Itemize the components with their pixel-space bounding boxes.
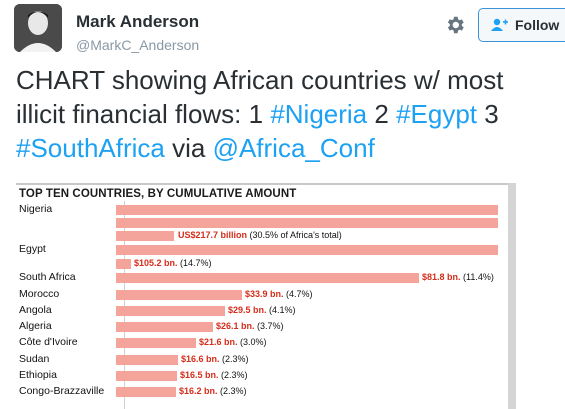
bar [116, 338, 196, 348]
hashtag-southafrica[interactable]: #SouthAfrica [16, 133, 165, 163]
data-label: $81.8 bn. (11.4%) [422, 272, 494, 283]
data-label-share: (30.5% of Africa's total) [247, 230, 342, 240]
data-label-amount: $16.5 bn. [180, 370, 219, 380]
data-label-share: (4.1%) [266, 305, 296, 315]
follow-button[interactable]: Follow [478, 8, 565, 42]
data-label-amount: $16.2 bn. [179, 386, 218, 396]
category-label: Ethiopia [19, 369, 57, 381]
data-label-share: (3.0%) [237, 337, 267, 347]
bar [116, 273, 419, 283]
avatar[interactable] [14, 4, 62, 52]
chart-image[interactable]: TOP TEN COUNTRIES, BY CUMULATIVE AMOUNT … [16, 183, 516, 409]
data-label-share: (4.7%) [283, 289, 313, 299]
tweet-line1: CHART showing African countries w/ most [16, 65, 504, 95]
bar [116, 387, 176, 397]
category-label: Morocco [19, 288, 60, 300]
data-label-share: (2.3%) [219, 354, 249, 364]
chart-title: TOP TEN COUNTRIES, BY CUMULATIVE AMOUNT [19, 188, 297, 200]
category-label: Côte d'Ivoire [19, 336, 78, 348]
data-label-share: (3.7%) [254, 321, 284, 331]
hashtag-egypt[interactable]: #Egypt [396, 99, 478, 129]
follow-label: Follow [515, 17, 560, 33]
data-label-amount: $81.8 bn. [422, 272, 461, 282]
chart-top-divider [16, 183, 516, 185]
bar [116, 259, 131, 269]
data-label-amount: $105.2 bn. [134, 258, 178, 268]
user-name[interactable]: Mark Anderson [76, 12, 200, 31]
chart-side-strip [508, 183, 516, 409]
data-label: $105.2 bn. (14.7%) [134, 258, 212, 269]
data-label: $16.5 bn. (2.3%) [180, 370, 248, 381]
bar [116, 306, 225, 316]
tweet-line2: illicit financial flows: 1 [16, 99, 271, 129]
bar [116, 355, 178, 365]
tweet-mid2: 3 [477, 99, 499, 129]
data-label: $21.6 bn. (3.0%) [199, 337, 267, 348]
bar [116, 205, 498, 215]
data-label-amount: $29.5 bn. [228, 305, 267, 315]
data-label-share: (14.7%) [177, 258, 212, 268]
bar [116, 218, 498, 228]
user-handle[interactable]: @MarkC_Anderson [76, 37, 200, 53]
tweet-text: CHART showing African countries w/ most … [16, 63, 561, 165]
data-label: US$217.7 billion (30.5% of Africa's tota… [178, 230, 342, 241]
category-label: Nigeria [19, 203, 53, 215]
data-label-amount: $26.1 bn. [216, 321, 255, 331]
data-label-share: (2.3%) [218, 370, 248, 380]
category-label: South Africa [19, 271, 76, 283]
data-label-share: (11.4%) [460, 272, 494, 282]
bar [116, 290, 242, 300]
bar [116, 322, 213, 332]
data-label-amount: $21.6 bn. [199, 337, 238, 347]
mention-africa-conf[interactable]: @Africa_Conf [212, 133, 375, 163]
hashtag-nigeria[interactable]: #Nigeria [270, 99, 368, 129]
avatar-photo-icon [14, 4, 62, 52]
category-label: Algeria [19, 320, 52, 332]
data-label-amount: $33.9 bn. [245, 289, 284, 299]
data-label: $33.9 bn. (4.7%) [245, 289, 313, 300]
category-label: Egypt [19, 243, 46, 255]
bar [116, 245, 498, 255]
data-label-amount: $16.6 bn. [181, 354, 220, 364]
data-label-amount: US$217.7 billion [178, 230, 248, 240]
category-label: Sudan [19, 353, 50, 365]
data-label: $29.5 bn. (4.1%) [228, 305, 296, 316]
category-label: Congo-Brazzaville [19, 385, 105, 397]
data-label: $16.2 bn. (2.3%) [179, 386, 247, 397]
data-label-share: (2.3%) [217, 386, 247, 396]
gear-icon[interactable] [444, 14, 466, 36]
tweet-via: via [164, 133, 213, 163]
data-label: $16.6 bn. (2.3%) [181, 354, 249, 365]
chart-axis-line [124, 201, 125, 409]
category-label: Angola [19, 304, 52, 316]
add-user-icon [491, 18, 508, 31]
bar [116, 371, 177, 381]
data-label: $26.1 bn. (3.7%) [216, 321, 284, 332]
bar [116, 231, 174, 241]
tweet-mid1: 2 [367, 99, 397, 129]
